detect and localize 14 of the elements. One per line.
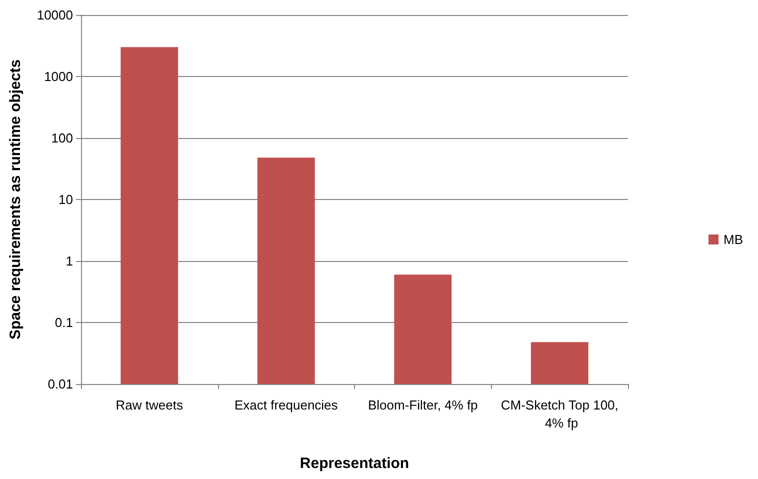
x-tick-label: Bloom-Filter, 4% fp xyxy=(368,398,478,412)
y-tick-label: 10000 xyxy=(36,8,73,22)
x-tick-label: Exact frequencies xyxy=(234,398,338,412)
legend-label: MB xyxy=(724,232,743,247)
x-tick-label: CM-Sketch Top 100, 4% fp xyxy=(500,398,618,430)
y-axis-title: Space requirements as runtime objects xyxy=(7,59,24,340)
y-tick-label: 0.01 xyxy=(48,376,73,392)
y-tick-label: 0.1 xyxy=(54,315,73,330)
y-tick-label: 100 xyxy=(51,130,73,146)
y-tick-label: 10 xyxy=(58,192,73,207)
x-axis-title: Representation xyxy=(300,455,410,472)
x-tick-label: Raw tweets xyxy=(116,398,184,412)
y-tick-label: 1 xyxy=(66,254,73,268)
y-tick-label: 1000 xyxy=(44,69,73,84)
